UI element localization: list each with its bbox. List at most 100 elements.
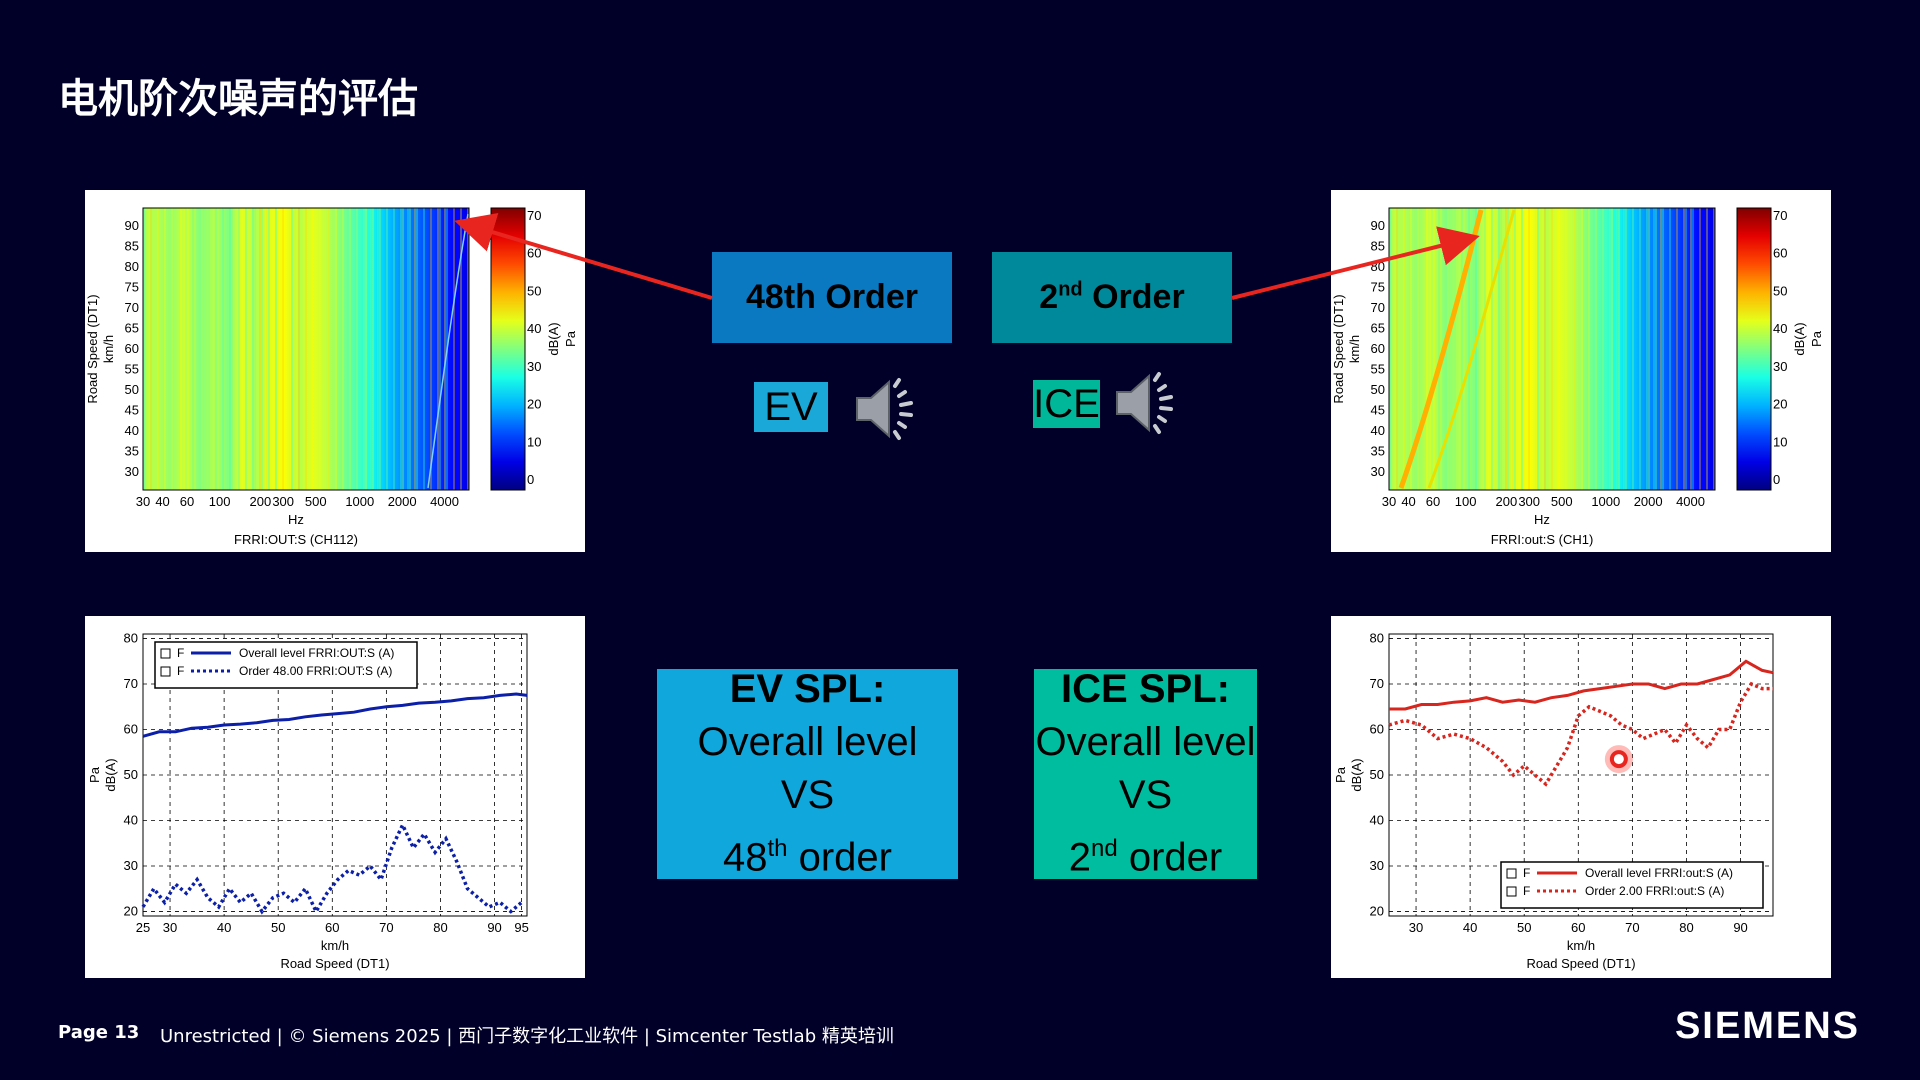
heatmap-streak: [1692, 208, 1694, 490]
speaker-icon[interactable]: [853, 374, 923, 444]
heatmap-streak: [1639, 208, 1641, 490]
heatmap-streak: [467, 208, 469, 490]
heatmap-streak: [439, 208, 441, 490]
x-axis-label: Road Speed (DT1): [1526, 956, 1635, 971]
x-tick-label: 40: [1401, 494, 1415, 509]
heatmap-streak: [1655, 208, 1657, 490]
heatmap-streak: [259, 208, 261, 490]
x-tick-label: 60: [325, 920, 339, 935]
colorbar-unit: Pa: [1809, 330, 1824, 347]
x-tick-label: 1000: [1591, 494, 1620, 509]
heatmap-streak: [1676, 208, 1678, 490]
heatmap-streak: [298, 208, 300, 490]
heatmap-streak: [180, 208, 182, 490]
y-tick-label: 50: [124, 767, 138, 782]
heatmap-streak: [187, 208, 189, 490]
heatmap-streak: [1574, 208, 1576, 490]
heatmap-streak: [1611, 208, 1613, 490]
heatmap-streak: [1648, 208, 1650, 490]
ice-spl-line2: VS: [1118, 773, 1173, 818]
x-tick-label: 500: [1551, 494, 1573, 509]
ev-spl-line3: 48th order: [723, 822, 892, 884]
heatmap-streak: [409, 208, 411, 490]
heatmap-streak: [1586, 208, 1588, 490]
heatmap-streak: [423, 208, 425, 490]
heatmap-streak: [377, 208, 379, 490]
page-number: Page 13: [58, 1022, 140, 1043]
colorbar-tick-label: 20: [1773, 397, 1787, 412]
y-tick-label: 60: [124, 722, 138, 737]
y-tick-label: 75: [1371, 280, 1385, 295]
heatmap-streak: [335, 208, 337, 490]
heatmap-area: [143, 208, 469, 490]
y-tick-label: 80: [1370, 631, 1384, 646]
heatmap-streak: [222, 208, 224, 490]
x-tick-label: 80: [433, 920, 447, 935]
x-tick-label: 300: [272, 494, 294, 509]
heatmap-streak: [1660, 208, 1662, 490]
y-axis-label: dB(A): [103, 758, 118, 791]
ev-spl-order-sup: th: [767, 835, 788, 863]
y-tick-label: 80: [1371, 259, 1385, 274]
x-tick-label: 1000: [345, 494, 374, 509]
heatmap-streak: [1500, 208, 1502, 490]
heatmap-streak: [215, 208, 217, 490]
y-tick-label: 55: [1371, 362, 1385, 377]
heatmap-streak: [157, 208, 159, 490]
colorbar-tick-label: 20: [527, 397, 541, 412]
heatmap-streak: [208, 208, 210, 490]
y-axis-label: dB(A): [1349, 758, 1364, 791]
legend-checkbox: [1506, 886, 1517, 897]
speaker-icon[interactable]: [1113, 368, 1183, 438]
x-tick-label: 30: [1409, 920, 1423, 935]
heatmap-streak: [1713, 208, 1715, 490]
heatmap-streak: [1588, 208, 1590, 490]
overall-series-line: [1389, 659, 1774, 711]
heatmap-streak: [1690, 208, 1692, 490]
heatmap-streak: [1426, 208, 1428, 490]
order-2-label: 2nd Order: [1039, 278, 1184, 317]
colorbar-tick-label: 70: [527, 208, 541, 223]
legend-box: [1500, 861, 1764, 909]
ev-spl-line1: Overall level: [697, 720, 918, 765]
colorbar-tick-label: 10: [1773, 434, 1787, 449]
heatmap-streak: [400, 208, 402, 490]
speaker-icon-body: [1116, 373, 1150, 433]
y-tick-label: 70: [124, 676, 138, 691]
heatmap-streak: [1537, 208, 1539, 490]
x-tick-label: 100: [209, 494, 231, 509]
y-tick-label: 30: [124, 858, 138, 873]
chart-caption: FRRI:out:S (CH1): [1491, 532, 1594, 547]
order-2-sup: nd: [1058, 278, 1083, 301]
heatmap-streak: [349, 208, 351, 490]
heatmap-streak: [340, 208, 342, 490]
heatmap-streak: [1595, 208, 1597, 490]
x-tick-label: 95: [514, 920, 528, 935]
heatmap-streak: [150, 208, 152, 490]
x-tick-label: 60: [1571, 920, 1585, 935]
order-48-box: 48th Order: [712, 252, 952, 343]
y-tick-label: 70: [1370, 676, 1384, 691]
order-series-line: [1388, 681, 1773, 787]
colorbar-tick-label: 30: [527, 359, 541, 374]
heatmap-streak: [393, 208, 395, 490]
colorbar-label: dB(A): [546, 322, 561, 355]
heatmap-streak: [1498, 208, 1500, 490]
colorbar: [490, 207, 526, 491]
x-tick-label: 90: [1733, 920, 1747, 935]
ice-spl-order-word: order: [1117, 835, 1223, 880]
heatmap-streak: [1683, 208, 1685, 490]
x-tick-label: 100: [1455, 494, 1477, 509]
colorbar-tick-label: 70: [1773, 208, 1787, 223]
ice-spl-head: ICE SPL:: [1061, 667, 1230, 712]
colorbar-tick-label: 40: [1773, 321, 1787, 336]
x-tick-label: 40: [1463, 920, 1477, 935]
ice-spl-box: ICE SPL: Overall level VS 2nd order: [1034, 667, 1257, 880]
heatmap-streak: [1505, 208, 1507, 490]
colorbar-tick-label: 0: [527, 472, 534, 487]
colorbar-tick-label: 60: [1773, 246, 1787, 261]
x-axis-unit: km/h: [1567, 938, 1595, 953]
heatmap-streak: [1410, 208, 1412, 490]
